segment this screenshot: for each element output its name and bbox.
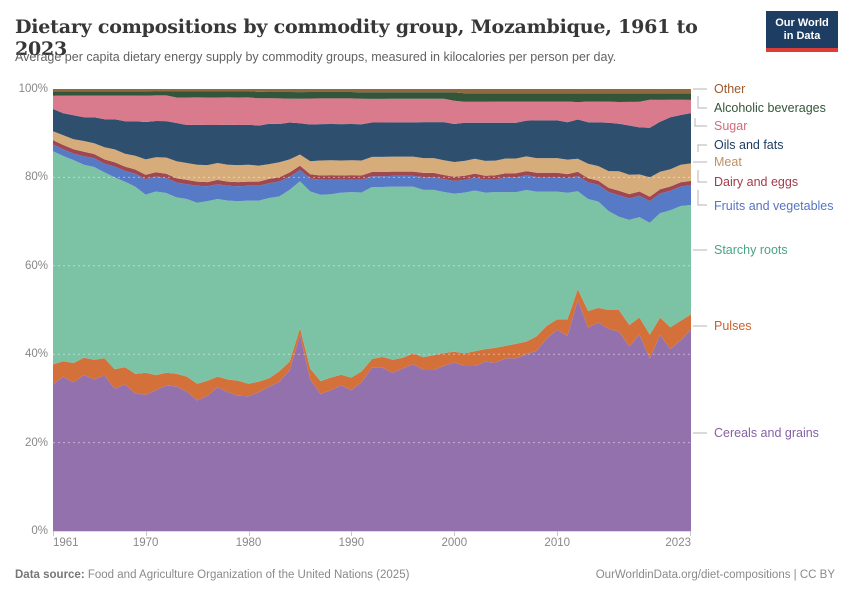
area-cereals-and-grains[interactable] xyxy=(53,300,691,531)
y-tick-label-60: 60% xyxy=(24,259,48,272)
area-starchy-roots[interactable] xyxy=(53,151,691,384)
area-sugar[interactable] xyxy=(53,95,691,128)
x-tick-mark-2023 xyxy=(690,531,691,536)
footer-source: Data source: Food and Agriculture Organi… xyxy=(15,569,409,581)
area-oils-and-fats[interactable] xyxy=(53,109,691,178)
legend-item-dairy-and-eggs[interactable]: Dairy and eggs xyxy=(714,175,799,189)
legend-item-other[interactable]: Other xyxy=(714,82,746,96)
footer-source-label: Data source: xyxy=(15,569,85,581)
area-dairy-and-eggs[interactable] xyxy=(53,140,691,202)
legend-item-meat[interactable]: Meat xyxy=(714,155,742,169)
legend-item-oils-and-fats[interactable]: Oils and fats xyxy=(714,138,784,152)
x-tick-label-2000: 2000 xyxy=(441,537,468,549)
legend-item-cereals-and-grains[interactable]: Cereals and grains xyxy=(714,426,819,440)
area-meat[interactable] xyxy=(53,131,691,197)
legend-connectors xyxy=(693,88,707,434)
x-tick-mark-1970 xyxy=(145,531,147,536)
x-tick-mark-2000 xyxy=(454,531,456,536)
owid-logo[interactable]: Our World in Data xyxy=(766,11,838,52)
area-fruits-and-vegetables[interactable] xyxy=(53,144,691,223)
page-title: Dietary compositions by commodity group,… xyxy=(15,16,698,60)
x-tick-label-1970: 1970 xyxy=(132,537,159,549)
x-tick-mark-1980 xyxy=(248,531,250,536)
x-axis-line xyxy=(53,531,691,532)
x-tick-label-1990: 1990 xyxy=(338,537,365,549)
y-tick-label-100: 100% xyxy=(18,83,48,95)
x-tick-label-2023: 2023 xyxy=(665,537,691,549)
y-tick-label-0: 0% xyxy=(31,525,48,537)
y-tick-label-40: 40% xyxy=(24,348,48,361)
owid-logo-line1: Our World xyxy=(775,17,829,29)
x-tick-mark-1990 xyxy=(351,531,353,536)
y-tick-label-20: 20% xyxy=(24,436,48,449)
footer-source-text: Food and Agriculture Organization of the… xyxy=(84,569,410,581)
x-tick-mark-2010 xyxy=(557,531,559,536)
legend-item-sugar[interactable]: Sugar xyxy=(714,119,748,133)
plot-area[interactable] xyxy=(53,89,691,531)
x-tick-label-1980: 1980 xyxy=(235,537,262,549)
owid-logo-line2: in Data xyxy=(783,30,821,42)
x-tick-label-1961: 1961 xyxy=(53,537,79,549)
area-alcoholic-beverages[interactable] xyxy=(53,91,691,103)
legend-item-starchy-roots[interactable]: Starchy roots xyxy=(714,243,788,257)
page-subtitle: Average per capita dietary energy supply… xyxy=(15,50,617,64)
legend-item-fruits-and-vegetables[interactable]: Fruits and vegetables xyxy=(714,199,834,213)
legend-item-pulses[interactable]: Pulses xyxy=(714,319,752,333)
x-tick-mark-1961 xyxy=(53,531,54,536)
area-other[interactable] xyxy=(53,89,691,94)
legend-item-alcoholic-beverages[interactable]: Alcoholic beverages xyxy=(714,101,826,115)
y-tick-label-80: 80% xyxy=(24,171,48,184)
footer-credit[interactable]: OurWorldinData.org/diet-compositions | C… xyxy=(595,569,835,581)
x-tick-label-2010: 2010 xyxy=(544,537,571,549)
